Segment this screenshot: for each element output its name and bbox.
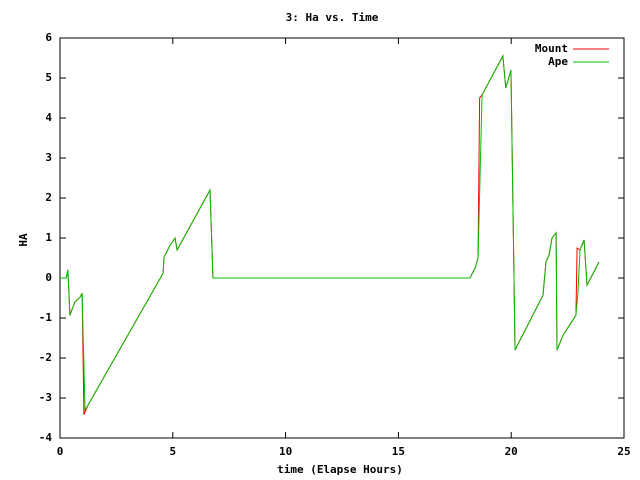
y-tick-label: -4: [39, 431, 53, 444]
series-line: [60, 54, 600, 412]
y-tick-label: 0: [45, 271, 52, 284]
chart-title: 3: Ha vs. Time: [286, 11, 379, 24]
y-tick-label: 2: [45, 191, 52, 204]
y-tick-label: 1: [45, 231, 52, 244]
y-tick-label: -1: [39, 311, 53, 324]
x-tick-label: 10: [279, 445, 292, 458]
y-axis-label: HA: [17, 233, 30, 247]
y-tick-label: -3: [39, 391, 52, 404]
y-tick-label: 4: [45, 111, 52, 124]
x-tick-label: 20: [505, 445, 518, 458]
x-tick-label: 0: [57, 445, 64, 458]
x-tick-label: 15: [392, 445, 405, 458]
legend-label: Ape: [548, 55, 568, 68]
y-tick-label: 3: [45, 151, 52, 164]
y-tick-label: -2: [39, 351, 52, 364]
series-line: [60, 54, 600, 415]
x-tick-label: 25: [617, 445, 630, 458]
plot-border: [59, 37, 625, 439]
x-axis-label: time (Elapse Hours): [277, 463, 403, 476]
x-tick-label: 5: [169, 445, 176, 458]
legend-label: Mount: [535, 42, 568, 55]
y-tick-label: 6: [45, 31, 52, 44]
y-tick-label: 5: [45, 71, 52, 84]
